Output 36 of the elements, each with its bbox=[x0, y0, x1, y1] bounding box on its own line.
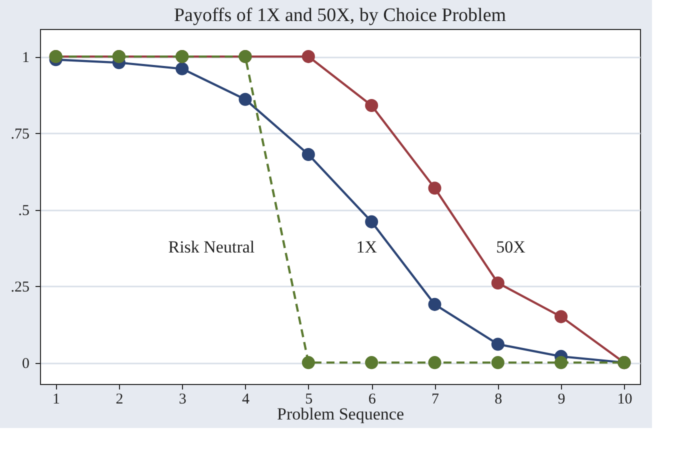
x-tick-label: 1 bbox=[52, 392, 60, 408]
point bbox=[491, 356, 504, 370]
series-label: 50X bbox=[496, 237, 526, 256]
point bbox=[365, 356, 378, 370]
point bbox=[302, 356, 315, 370]
x-axis-title: Problem Sequence bbox=[277, 404, 404, 424]
series-label: Risk Neutral bbox=[168, 237, 255, 256]
y-tick-label: .75 bbox=[10, 126, 30, 143]
y-tick-label: .5 bbox=[18, 203, 30, 220]
x-tick-label: 9 bbox=[558, 392, 566, 408]
point bbox=[238, 92, 252, 106]
point bbox=[554, 310, 568, 324]
x-tick-label: 2 bbox=[116, 392, 124, 408]
point bbox=[365, 215, 378, 228]
point bbox=[428, 298, 442, 311]
y-tick-label: 1 bbox=[22, 50, 30, 66]
chart-title: Payoffs of 1X and 50X, by Choice Problem bbox=[174, 5, 506, 26]
x-tick-label: 10 bbox=[617, 392, 632, 408]
x-tick-label: 4 bbox=[242, 392, 250, 408]
point bbox=[176, 62, 189, 76]
point bbox=[302, 50, 315, 64]
point bbox=[302, 148, 315, 161]
x-tick-label: 7 bbox=[431, 392, 440, 408]
y-tick-label: .25 bbox=[10, 280, 30, 296]
point bbox=[428, 356, 442, 370]
x-tick-label: 5 bbox=[305, 392, 313, 408]
point bbox=[491, 276, 504, 290]
point bbox=[491, 338, 504, 351]
y-tick-label: 0 bbox=[22, 356, 30, 372]
x-tick-label: 3 bbox=[178, 392, 186, 408]
point bbox=[365, 99, 378, 112]
point bbox=[428, 182, 442, 195]
point bbox=[554, 356, 568, 370]
x-tick-label: 8 bbox=[494, 392, 502, 408]
series-label: 1X bbox=[356, 237, 378, 256]
x-tick-label: 6 bbox=[368, 392, 376, 408]
